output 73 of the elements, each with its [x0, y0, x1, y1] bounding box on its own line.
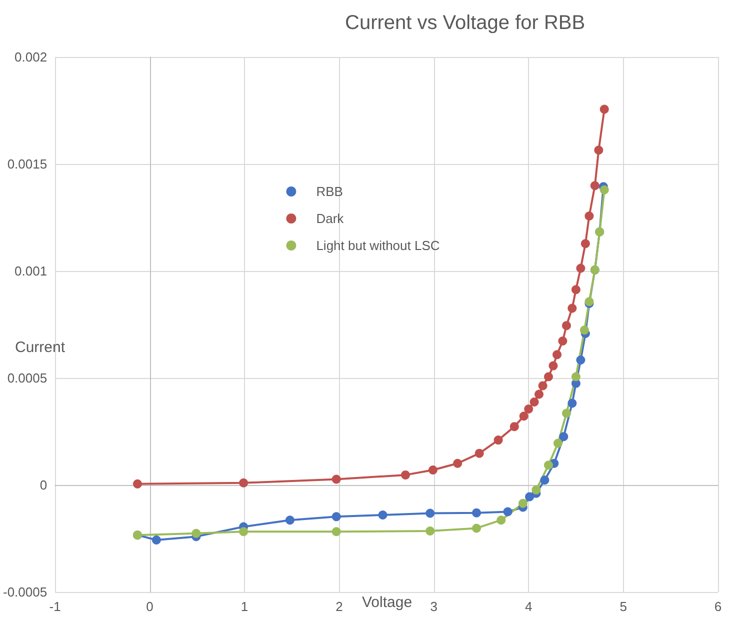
point: [494, 436, 503, 445]
point: [559, 432, 568, 442]
point: [576, 264, 586, 273]
point: [571, 372, 580, 382]
point: [580, 326, 589, 335]
x-tick-label: 1: [240, 599, 248, 614]
point: [530, 397, 539, 406]
point: [544, 372, 553, 382]
point: [519, 412, 528, 421]
point: [600, 185, 609, 194]
y-tick-label: 0.002: [14, 50, 48, 64]
point: [472, 524, 482, 533]
point: [558, 336, 568, 346]
point: [534, 390, 544, 399]
point: [532, 485, 541, 494]
point: [400, 470, 410, 480]
point: [548, 361, 558, 370]
point: [453, 458, 462, 468]
x-axis-title: Voltage: [362, 594, 412, 611]
point: [510, 422, 519, 432]
x-tick-label: 4: [524, 599, 532, 614]
x-tick-label: 5: [620, 599, 627, 614]
y-tick-label: 0.0015: [7, 156, 48, 172]
point: [594, 146, 604, 155]
point: [538, 381, 548, 390]
point: [590, 181, 600, 190]
point: [525, 492, 534, 502]
point: [571, 285, 580, 294]
point: [503, 507, 512, 516]
point: [426, 508, 435, 518]
point: [472, 508, 482, 518]
x-tick-label: 2: [336, 599, 343, 614]
point: [562, 321, 571, 330]
point: [524, 404, 534, 414]
x-tick-label: -1: [49, 599, 61, 614]
point: [332, 512, 341, 522]
point: [332, 474, 341, 484]
point: [544, 460, 553, 470]
point: [474, 448, 484, 458]
point: [576, 356, 586, 365]
y-tick-label: 0: [40, 478, 48, 492]
point: [285, 516, 294, 525]
point: [239, 478, 248, 488]
point: [378, 510, 388, 520]
y-axis-title: Current: [15, 339, 66, 356]
y-tick-label: 0.001: [14, 264, 48, 278]
legend-label: RBB: [316, 184, 343, 199]
point: [552, 350, 562, 360]
legend-label: Dark: [316, 211, 344, 226]
y-tick-label: -0.0005: [2, 584, 48, 600]
point: [553, 438, 562, 448]
x-tick-label: 6: [714, 599, 722, 614]
point: [562, 408, 571, 418]
point: [518, 498, 528, 508]
point: [568, 304, 577, 313]
point: [152, 536, 161, 544]
point: [428, 466, 438, 475]
legend-label: Light but without LSC: [316, 238, 440, 253]
point: [540, 476, 550, 485]
point: [426, 526, 435, 536]
point: [600, 104, 609, 114]
point: [132, 479, 142, 488]
point: [239, 527, 248, 536]
point: [568, 398, 577, 408]
point: [580, 239, 590, 248]
point: [332, 527, 341, 536]
point: [496, 516, 506, 525]
point: [192, 528, 201, 538]
chart-title: Current vs Voltage for RBB: [345, 12, 586, 34]
point: [584, 212, 594, 220]
y-tick-label: 0.0005: [7, 370, 48, 386]
x-tick-label: 3: [430, 599, 438, 614]
x-tick-label: 0: [146, 599, 154, 614]
